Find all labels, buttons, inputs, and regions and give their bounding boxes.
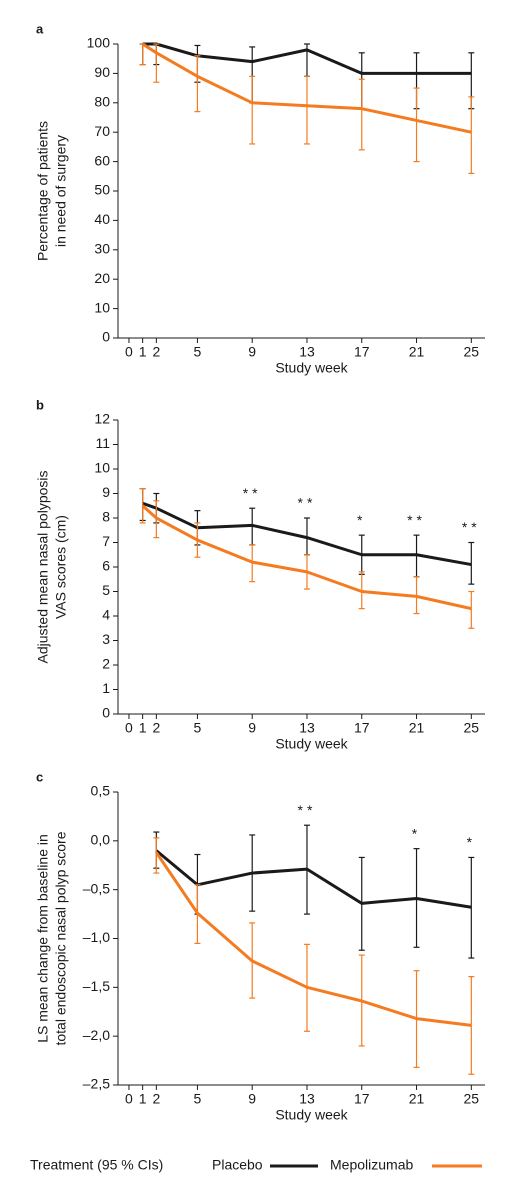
series-line bbox=[155, 851, 472, 1027]
y-axis-label: total endoscopic nasal polyp score bbox=[53, 831, 69, 1045]
significance-marker: ** bbox=[462, 519, 481, 535]
error-bar bbox=[468, 590, 475, 629]
significance-marker: * bbox=[357, 512, 366, 528]
x-axis-label: Study week bbox=[275, 360, 348, 376]
significance-marker: ** bbox=[407, 512, 426, 528]
x-tick-label: 1 bbox=[139, 1091, 147, 1107]
y-tick-label: 60 bbox=[94, 152, 110, 168]
y-tick-label: 80 bbox=[94, 94, 110, 110]
y-tick-label: 10 bbox=[94, 460, 110, 476]
error-bar bbox=[153, 837, 160, 874]
x-tick-label: 13 bbox=[299, 344, 315, 360]
x-tick-label: 21 bbox=[409, 344, 425, 360]
y-tick-label: 2 bbox=[102, 656, 110, 672]
x-tick-label: 5 bbox=[194, 1091, 202, 1107]
x-tick-label: 2 bbox=[152, 344, 160, 360]
x-tick-label: 9 bbox=[248, 344, 256, 360]
significance-marker: ** bbox=[298, 802, 317, 818]
x-tick-label: 9 bbox=[248, 720, 256, 736]
y-tick-label: 12 bbox=[94, 411, 110, 427]
y-tick-label: 6 bbox=[102, 558, 110, 574]
series-line bbox=[155, 849, 472, 909]
y-tick-label: –2,0 bbox=[83, 1027, 110, 1043]
x-tick-label: 25 bbox=[464, 1091, 480, 1107]
x-tick-label: 2 bbox=[152, 1091, 160, 1107]
y-axis-label: LS mean change from baseline in bbox=[35, 834, 51, 1043]
x-tick-label: 17 bbox=[354, 1091, 370, 1107]
error-bar bbox=[468, 856, 475, 959]
y-tick-label: 11 bbox=[95, 435, 110, 451]
legend-label: Mepolizumab bbox=[330, 1157, 413, 1173]
y-tick-label: 9 bbox=[102, 484, 110, 500]
x-tick-label: 21 bbox=[409, 720, 425, 736]
significance-marker: * bbox=[412, 825, 421, 841]
legend-title: Treatment (95 % CIs) bbox=[30, 1157, 163, 1173]
y-tick-label: –1,0 bbox=[83, 929, 110, 945]
panel-label: c bbox=[36, 769, 43, 784]
y-axis-label: in need of surgery bbox=[53, 135, 69, 247]
error-bar bbox=[468, 96, 475, 174]
y-tick-label: 3 bbox=[102, 631, 110, 647]
panel-label: a bbox=[36, 21, 44, 36]
error-bar bbox=[194, 55, 201, 113]
significance-marker: ** bbox=[243, 485, 262, 501]
series-line bbox=[142, 42, 472, 75]
error-bar bbox=[358, 78, 365, 151]
y-tick-label: 5 bbox=[102, 582, 110, 598]
series-line bbox=[142, 501, 472, 567]
x-tick-label: 13 bbox=[299, 720, 315, 736]
significance-marker: ** bbox=[298, 495, 317, 511]
error-bar bbox=[249, 75, 256, 145]
y-tick-label: 50 bbox=[94, 182, 110, 198]
x-tick-label: 21 bbox=[409, 1091, 425, 1107]
error-bar bbox=[413, 87, 420, 163]
y-tick-label: 0 bbox=[102, 705, 110, 721]
x-tick-label: 5 bbox=[194, 344, 202, 360]
y-tick-label: –1,5 bbox=[83, 978, 110, 994]
panel-label: b bbox=[36, 397, 44, 412]
x-tick-label: 1 bbox=[139, 720, 147, 736]
x-tick-label: 5 bbox=[194, 720, 202, 736]
y-tick-label: 1 bbox=[102, 680, 110, 696]
x-tick-label: 17 bbox=[354, 720, 370, 736]
x-tick-label: 0 bbox=[125, 344, 133, 360]
series-line bbox=[141, 504, 472, 611]
y-axis-label: VAS scores (cm) bbox=[53, 515, 69, 619]
y-tick-label: 0 bbox=[102, 329, 110, 345]
x-tick-label: 25 bbox=[464, 720, 480, 736]
x-tick-label: 17 bbox=[354, 344, 370, 360]
y-tick-label: 30 bbox=[94, 241, 110, 257]
x-tick-label: 25 bbox=[464, 344, 480, 360]
significance-marker: * bbox=[467, 834, 476, 850]
x-axis-label: Study week bbox=[275, 1107, 348, 1123]
y-tick-label: 4 bbox=[102, 607, 110, 623]
y-tick-label: 100 bbox=[87, 35, 111, 51]
y-tick-label: 10 bbox=[94, 299, 110, 315]
error-bar bbox=[468, 975, 475, 1075]
y-tick-label: –0,5 bbox=[83, 880, 110, 896]
x-tick-label: 2 bbox=[152, 720, 160, 736]
y-tick-label: –2,5 bbox=[83, 1076, 110, 1092]
y-tick-label: 7 bbox=[102, 533, 110, 549]
legend-label: Placebo bbox=[212, 1157, 263, 1173]
error-bar bbox=[153, 43, 160, 83]
y-tick-label: 70 bbox=[94, 123, 110, 139]
y-tick-label: 90 bbox=[94, 64, 110, 80]
y-tick-label: 0,5 bbox=[91, 783, 111, 799]
series-line bbox=[141, 42, 472, 134]
x-tick-label: 9 bbox=[248, 1091, 256, 1107]
y-tick-label: 20 bbox=[94, 270, 110, 286]
x-tick-label: 1 bbox=[139, 344, 147, 360]
x-tick-label: 0 bbox=[125, 720, 133, 736]
error-bar bbox=[303, 75, 310, 145]
x-tick-label: 13 bbox=[299, 1091, 315, 1107]
y-tick-label: 8 bbox=[102, 509, 110, 525]
x-tick-label: 0 bbox=[125, 1091, 133, 1107]
x-axis-label: Study week bbox=[275, 736, 348, 752]
y-axis-label: Adjusted mean nasal polyposis bbox=[35, 470, 51, 663]
y-tick-label: 0,0 bbox=[91, 832, 111, 848]
y-axis-label: Percentage of patients bbox=[35, 121, 51, 261]
y-tick-label: 40 bbox=[94, 211, 110, 227]
